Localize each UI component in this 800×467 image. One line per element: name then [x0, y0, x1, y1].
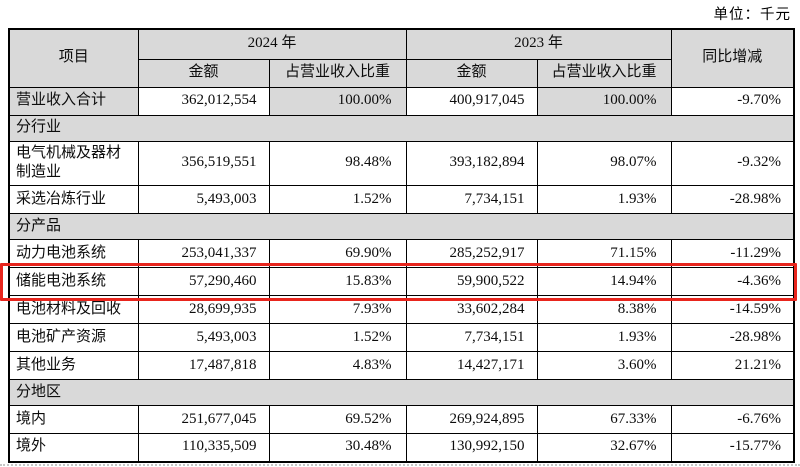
cell-yoy: 21.21%: [670, 351, 795, 381]
cell-yoy: -28.98%: [670, 185, 795, 215]
cell-amount-2023: 400,917,045: [405, 86, 538, 116]
cell-pct-2023: 100.00%: [536, 86, 672, 116]
cell-amount-2023: 393,182,894: [405, 140, 538, 187]
page-bottom-edge: [0, 464, 800, 466]
cell-yoy: -9.32%: [670, 140, 795, 187]
cell-amount-2024: 5,493,003: [137, 323, 270, 353]
cell-pct-2023: 98.07%: [536, 140, 672, 187]
cell-yoy: -14.59%: [670, 295, 795, 325]
col-header-amount-2023: 金额: [405, 58, 538, 88]
cell-pct-2023: 71.15%: [536, 239, 672, 269]
cell-amount-2024: 57,290,460: [137, 267, 270, 297]
cell-amount-2024: 253,041,337: [137, 239, 270, 269]
cell-pct-2023: 67.33%: [536, 405, 672, 435]
table-row: 境外 110,335,509 30.48% 130,992,150 32.67%…: [8, 433, 795, 463]
cell-pct-2023: 8.38%: [536, 295, 672, 325]
cell-amount-2024: 251,677,045: [137, 405, 270, 435]
section-row: 分行业: [8, 114, 795, 142]
cell-item-label: 营业收入合计: [8, 86, 139, 116]
cell-amount-2024: 110,335,509: [137, 433, 270, 463]
cell-amount-2024: 5,493,003: [137, 185, 270, 215]
cell-pct-2024: 100.00%: [268, 86, 407, 116]
section-row: 分地区: [8, 379, 795, 407]
cell-amount-2023: 14,427,171: [405, 351, 538, 381]
section-label: 分行业: [8, 114, 795, 142]
cell-amount-2023: 59,900,522: [405, 267, 538, 297]
col-header-2023: 2023 年: [405, 28, 672, 60]
section-label: 分地区: [8, 379, 795, 407]
cell-yoy: -11.29%: [670, 239, 795, 269]
cell-pct-2024: 4.83%: [268, 351, 407, 381]
cell-pct-2023: 14.94%: [536, 267, 672, 297]
table-body: 营业收入合计 362,012,554 100.00% 400,917,045 1…: [8, 86, 795, 463]
table-row: 营业收入合计 362,012,554 100.00% 400,917,045 1…: [8, 86, 795, 116]
cell-pct-2024: 1.52%: [268, 323, 407, 353]
col-header-pct-2024: 占营业收入比重: [268, 58, 407, 88]
table-row: 电池矿产资源 5,493,003 1.52% 7,734,151 1.93% -…: [8, 323, 795, 353]
table-row: 储能电池系统 57,290,460 15.83% 59,900,522 14.9…: [8, 267, 795, 297]
col-header-yoy: 同比增减: [670, 28, 795, 88]
cell-pct-2024: 7.93%: [268, 295, 407, 325]
col-header-pct-2023: 占营业收入比重: [536, 58, 672, 88]
cell-amount-2023: 285,252,917: [405, 239, 538, 269]
cell-pct-2024: 1.52%: [268, 185, 407, 215]
section-label: 分产品: [8, 213, 795, 241]
table-row: 电池材料及回收 28,699,935 7.93% 33,602,284 8.38…: [8, 295, 795, 325]
table-row: 其他业务 17,487,818 4.83% 14,427,171 3.60% 2…: [8, 351, 795, 381]
revenue-table: 项目 2024 年 2023 年 同比增减 金额 占营业收入比重 金额 占营业收…: [8, 28, 796, 463]
cell-pct-2023: 32.67%: [536, 433, 672, 463]
cell-item-label: 电池矿产资源: [8, 323, 139, 353]
cell-amount-2024: 362,012,554: [137, 86, 270, 116]
unit-label: 单位：千元: [713, 7, 791, 23]
table-row: 电气机械及器材制造业 356,519,551 98.48% 393,182,89…: [8, 140, 795, 187]
col-header-amount-2024: 金额: [137, 58, 270, 88]
section-row: 分产品: [8, 213, 795, 241]
cell-pct-2024: 30.48%: [268, 433, 407, 463]
table-header: 项目 2024 年 2023 年 同比增减 金额 占营业收入比重 金额 占营业收…: [8, 28, 795, 88]
cell-amount-2023: 130,992,150: [405, 433, 538, 463]
cell-pct-2023: 1.93%: [536, 323, 672, 353]
cell-item-label: 电池材料及回收: [8, 295, 139, 325]
cell-amount-2024: 356,519,551: [137, 140, 270, 187]
cell-amount-2024: 17,487,818: [137, 351, 270, 381]
cell-amount-2023: 7,734,151: [405, 323, 538, 353]
cell-yoy: -9.70%: [670, 86, 795, 116]
cell-pct-2024: 69.90%: [268, 239, 407, 269]
cell-pct-2023: 3.60%: [536, 351, 672, 381]
cell-item-label: 境外: [8, 433, 139, 463]
cell-amount-2023: 33,602,284: [405, 295, 538, 325]
cell-amount-2023: 269,924,895: [405, 405, 538, 435]
cell-amount-2024: 28,699,935: [137, 295, 270, 325]
table-row: 采选冶炼行业 5,493,003 1.52% 7,734,151 1.93% -…: [8, 185, 795, 215]
cell-item-label: 境内: [8, 405, 139, 435]
cell-pct-2024: 69.52%: [268, 405, 407, 435]
cell-item-label: 电气机械及器材制造业: [8, 140, 139, 187]
cell-yoy: -28.98%: [670, 323, 795, 353]
table-row: 境内 251,677,045 69.52% 269,924,895 67.33%…: [8, 405, 795, 435]
cell-pct-2023: 1.93%: [536, 185, 672, 215]
table-row: 动力电池系统 253,041,337 69.90% 285,252,917 71…: [8, 239, 795, 269]
cell-yoy: -15.77%: [670, 433, 795, 463]
cell-item-label: 其他业务: [8, 351, 139, 381]
cell-item-label: 采选冶炼行业: [8, 185, 139, 215]
cell-amount-2023: 7,734,151: [405, 185, 538, 215]
col-header-2024: 2024 年: [137, 28, 407, 60]
cell-yoy: -6.76%: [670, 405, 795, 435]
col-header-item: 项目: [8, 28, 139, 88]
cell-item-label: 动力电池系统: [8, 239, 139, 269]
cell-pct-2024: 15.83%: [268, 267, 407, 297]
cell-pct-2024: 98.48%: [268, 140, 407, 187]
table-wrapper: 项目 2024 年 2023 年 同比增减 金额 占营业收入比重 金额 占营业收…: [0, 28, 800, 463]
cell-item-label: 储能电池系统: [8, 267, 139, 297]
cell-yoy: -4.36%: [670, 267, 795, 297]
